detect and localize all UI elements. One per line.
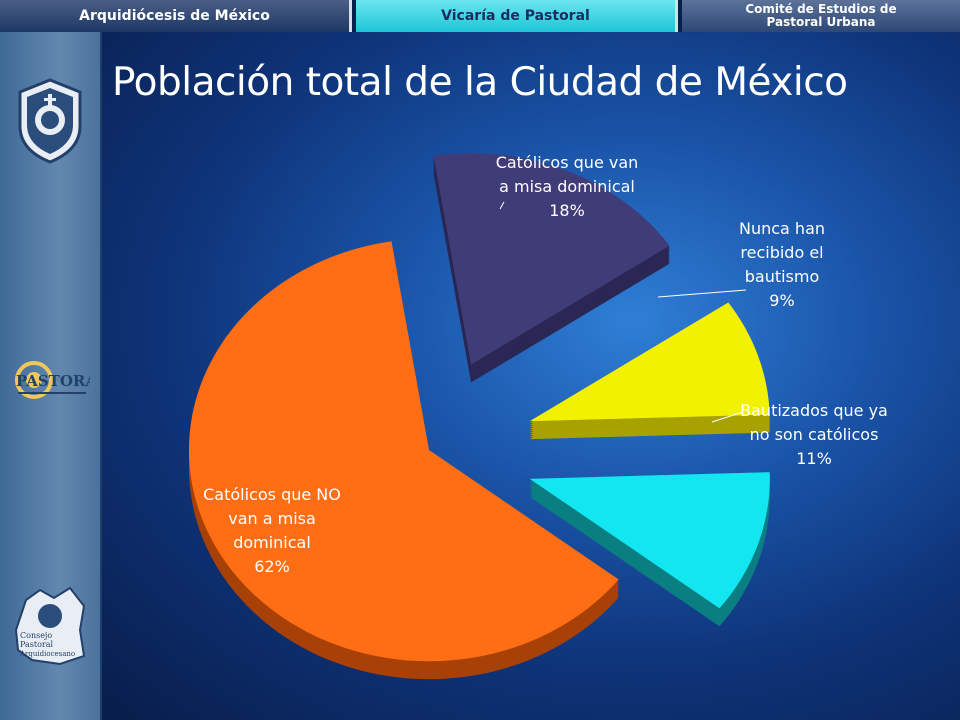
pastoral-logo: PASTORAL <box>15 361 90 399</box>
leader-line-1 <box>657 289 747 298</box>
tab-vicaria-label: Vicaría de Pastoral <box>441 8 590 24</box>
slice-label-line: 9% <box>769 291 794 310</box>
slice-label-3: Católicos que NO van a misa dominical 62% <box>203 485 341 576</box>
slice-label-line: Católicos que van <box>496 153 639 172</box>
slice-label-line: Nunca han <box>739 219 825 238</box>
slice-label-line: van a misa <box>228 509 316 528</box>
pie-slice-highlight-2 <box>529 472 770 609</box>
slice-label-line: no son católicos <box>750 425 879 444</box>
consejo-line-1: Consejo <box>20 631 52 640</box>
consejo-line-2: Pastoral <box>20 640 54 649</box>
slice-label-2: Bautizados que ya no son católicos 11% <box>740 401 888 468</box>
slice-label-line: bautismo <box>745 267 820 286</box>
pastoral-logo-text: PASTORAL <box>16 372 90 390</box>
tab-comite[interactable]: Comité de Estudios de Pastoral Urbana <box>682 0 960 32</box>
consejo-line-3: Arquidiocesano <box>19 650 75 658</box>
tab-comite-label-line1: Comité de Estudios de <box>745 2 897 16</box>
pie-slice-highlight-0 <box>433 153 670 365</box>
header-bar: Arquidiócesis de México Vicaría de Pasto… <box>0 0 960 32</box>
page-title: Población total de la Ciudad de México <box>112 60 848 105</box>
consejo-pastoral-logo: Consejo Pastoral Arquidiocesano <box>14 586 86 666</box>
slice-label-line: dominical <box>233 533 311 552</box>
pie-slice-highlight-3 <box>189 241 619 662</box>
tab-arquidiocesis[interactable]: Arquidiócesis de México <box>0 0 352 32</box>
tab-arquidiocesis-label: Arquidiócesis de México <box>79 8 270 24</box>
tab-comite-label-line2: Pastoral Urbana <box>766 15 876 29</box>
pie-chart: Católicos que van a misa dominical 18% Nunc… <box>189 153 888 680</box>
pie-slice-highlight-1 <box>529 302 770 422</box>
leader-line-0 <box>499 201 505 210</box>
slice-label-line: a misa dominical <box>499 177 635 196</box>
slice-label-line: recibido el <box>740 243 823 262</box>
slice-label-line: Católicos que NO <box>203 485 341 504</box>
leader-line-2 <box>711 411 744 423</box>
slice-label-line: 18% <box>549 201 585 220</box>
slice-label-0: Católicos que van a misa dominical 18% <box>496 153 639 220</box>
sidebar: PASTORAL Consejo Pastoral Arquidiocesano <box>0 32 102 720</box>
tab-vicaria[interactable]: Vicaría de Pastoral <box>356 0 678 32</box>
archdiocese-seal-logo <box>18 78 82 164</box>
slide-area: Población total de la Ciudad de México C… <box>102 32 960 720</box>
slice-label-line: 11% <box>796 449 832 468</box>
slice-label-1: Nunca han recibido el bautismo 9% <box>739 219 825 310</box>
slice-label-line: 62% <box>254 557 290 576</box>
slice-label-line: Bautizados que ya <box>740 401 888 420</box>
